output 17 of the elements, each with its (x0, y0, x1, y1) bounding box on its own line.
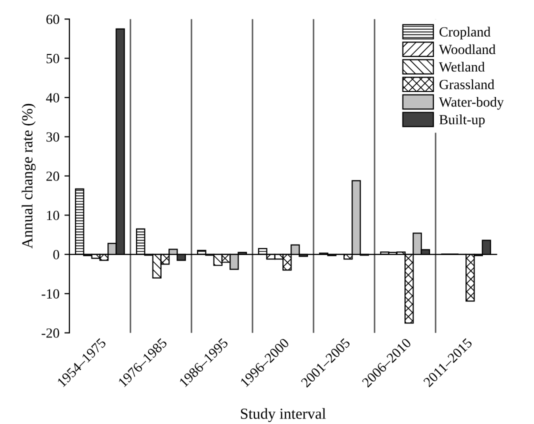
legend-label: Cropland (440, 26, 490, 40)
y-tick-label: -10 (42, 289, 60, 299)
y-tick-label: 30 (46, 132, 60, 142)
y-tick-label: 60 (46, 14, 60, 24)
y-tick-label: 0 (53, 250, 60, 260)
y-tick-label: 40 (46, 93, 60, 102)
y-tick-label: -20 (42, 328, 60, 338)
y-tick-label: 10 (47, 210, 60, 220)
y-axis-title: Annual change rate (%) (22, 104, 36, 249)
legend-label: Woodland (438, 44, 496, 54)
y-tick-label: 50 (46, 54, 60, 64)
legend-label: Grassland (440, 79, 494, 90)
y-tick-label: 20 (46, 172, 60, 181)
legend-label: Wetland (438, 62, 485, 72)
x-axis-title: Study interval (240, 408, 326, 422)
legend-label: Water-body (438, 96, 504, 110)
legend-label: Built-up (439, 114, 485, 128)
